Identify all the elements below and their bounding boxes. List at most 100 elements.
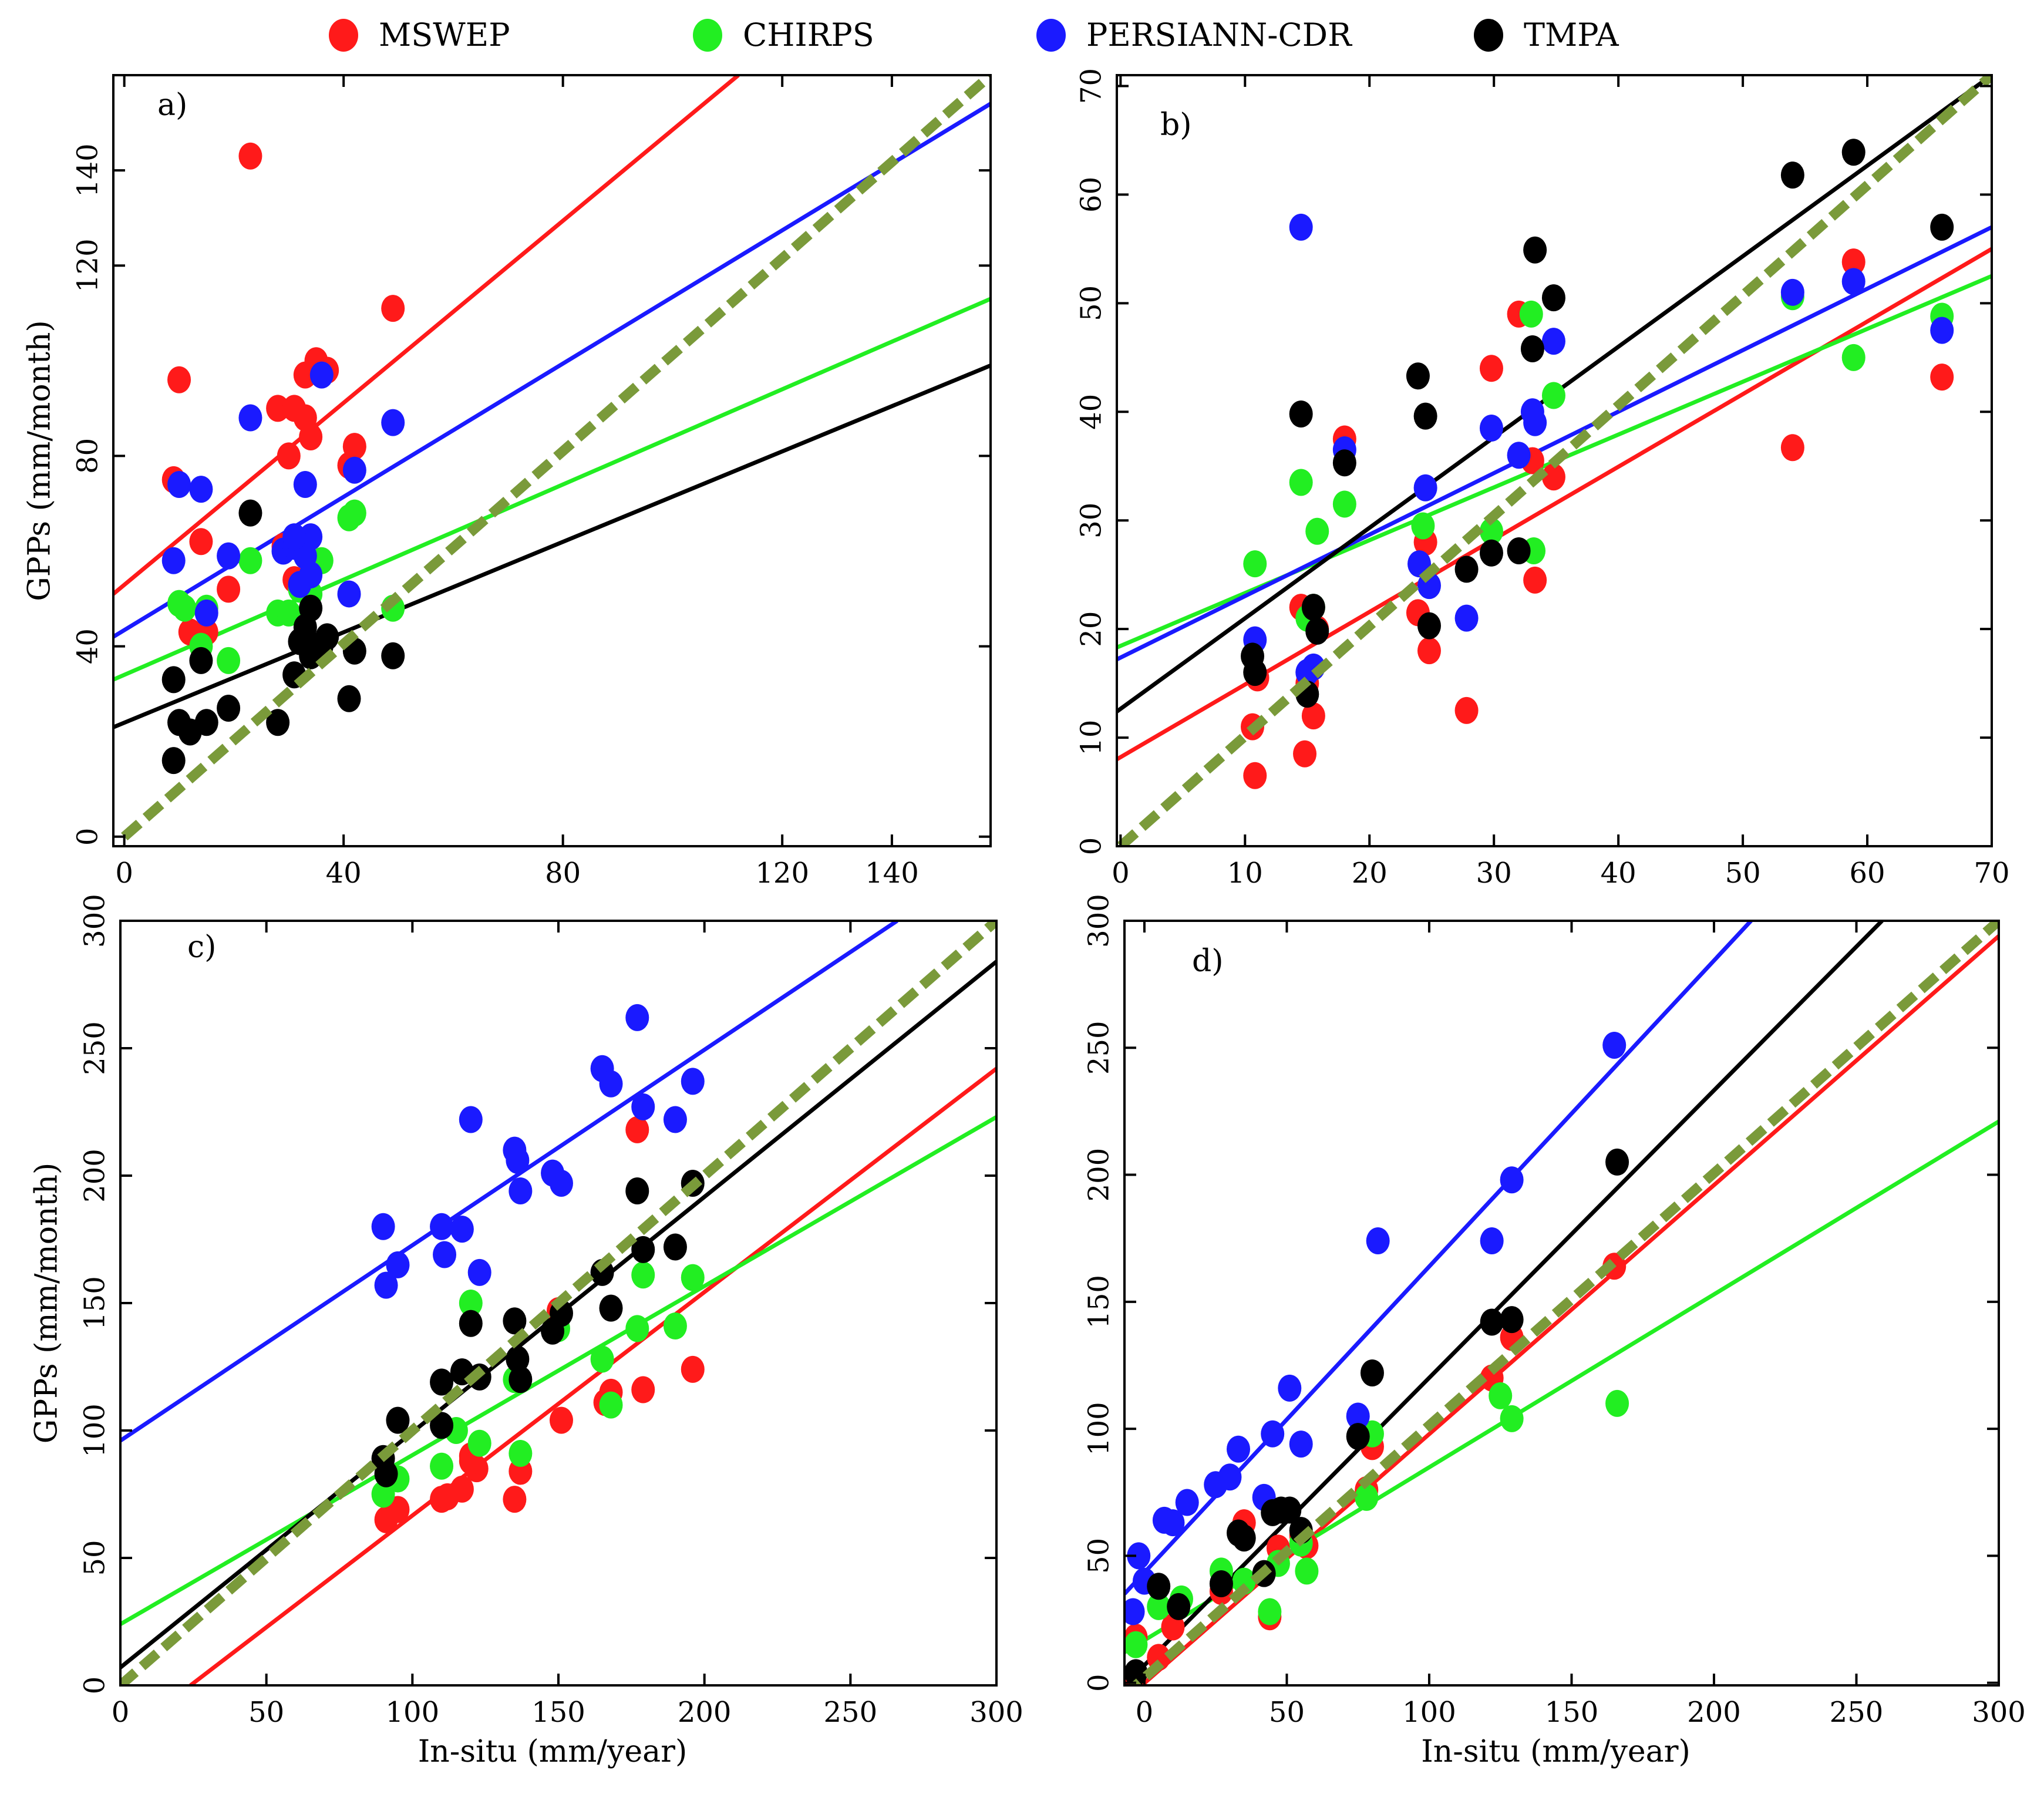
point-tmpa — [1289, 400, 1313, 428]
point-persiann-cdr — [299, 523, 323, 551]
point-persiann-cdr — [549, 1170, 573, 1197]
point-mswep — [342, 433, 366, 460]
point-persiann-cdr — [1479, 415, 1503, 442]
point-tmpa — [1413, 402, 1437, 430]
point-tmpa — [503, 1307, 527, 1335]
fit-line-chirps — [113, 297, 991, 682]
point-persiann-cdr — [1227, 1435, 1251, 1463]
legend-label: MSWEP — [379, 16, 510, 53]
point-tmpa — [1332, 449, 1356, 477]
point-chirps — [1147, 1593, 1171, 1620]
legend-label: PERSIANN-CDR — [1086, 16, 1352, 53]
point-mswep — [1301, 702, 1325, 730]
fit-line-chirps — [120, 1115, 996, 1626]
point-persiann-cdr — [1523, 409, 1547, 436]
point-persiann-cdr — [374, 1271, 398, 1299]
point-chirps — [1519, 300, 1543, 328]
y-tick-label: 30 — [1075, 503, 1108, 538]
point-chirps — [1479, 517, 1503, 545]
point-mswep — [1243, 762, 1267, 789]
point-chirps — [663, 1312, 687, 1340]
y-tick-label: 100 — [1083, 1402, 1116, 1456]
point-chirps — [1841, 344, 1865, 371]
point-persiann-cdr — [194, 599, 218, 627]
point-persiann-cdr — [1127, 1542, 1151, 1570]
x-tick-label: 250 — [1830, 1696, 1884, 1729]
x-tick-label: 100 — [1402, 1696, 1456, 1729]
point-tmpa — [1417, 612, 1441, 639]
point-tmpa — [1278, 1496, 1302, 1524]
point-tmpa — [430, 1412, 454, 1439]
point-chirps — [1124, 1631, 1148, 1658]
point-persiann-cdr — [1541, 328, 1565, 355]
point-tmpa — [1780, 161, 1804, 189]
point-tmpa — [1523, 236, 1547, 264]
point-chirps — [681, 1264, 705, 1291]
x-tick-label: 50 — [1725, 857, 1761, 890]
y-tick-label: 250 — [79, 1021, 112, 1075]
point-mswep — [217, 575, 241, 603]
fit-line-mswep — [113, 75, 740, 596]
y-tick-label: 50 — [1083, 1538, 1116, 1574]
y-tick-label: 200 — [1083, 1148, 1116, 1202]
point-persiann-cdr — [381, 409, 405, 436]
point-tmpa — [1479, 539, 1503, 567]
point-persiann-cdr — [1500, 1166, 1524, 1194]
fit-line-tmpa — [113, 363, 991, 729]
point-persiann-cdr — [161, 547, 186, 574]
x-tick-label: 70 — [1974, 857, 2009, 890]
x-tick-label: 20 — [1352, 857, 1388, 890]
x-tick-label: 200 — [1687, 1696, 1741, 1729]
y-tick-label: 70 — [1075, 68, 1108, 104]
y-tick-label: 50 — [79, 1540, 112, 1576]
identity-line — [120, 921, 996, 1685]
x-axis-title: In-situ (mm/year) — [1421, 1734, 1691, 1769]
point-tmpa — [459, 1310, 483, 1337]
point-tmpa — [381, 642, 405, 669]
panel-label: c) — [187, 930, 216, 965]
plot-frame — [1116, 74, 1993, 847]
point-persiann-cdr — [1780, 278, 1804, 306]
point-tmpa — [1167, 1593, 1191, 1620]
point-persiann-cdr — [1507, 442, 1531, 469]
point-chirps — [1305, 517, 1329, 545]
point-persiann-cdr — [1346, 1402, 1370, 1430]
point-persiann-cdr — [430, 1213, 454, 1240]
legend-label: CHIRPS — [743, 16, 874, 53]
x-tick-label: 30 — [1476, 857, 1512, 890]
y-tick-label: 0 — [1075, 837, 1108, 856]
x-tick-label: 0 — [1112, 857, 1130, 890]
point-tmpa — [1360, 1359, 1384, 1386]
x-tick-label: 300 — [1972, 1696, 2026, 1729]
y-tick-label: 40 — [72, 628, 105, 664]
identity-line — [1117, 75, 1992, 846]
point-chirps — [1605, 1389, 1629, 1417]
point-mswep — [1161, 1613, 1185, 1641]
panel-label: d) — [1192, 944, 1224, 979]
panel-label: a) — [157, 87, 187, 123]
point-persiann-cdr — [1261, 1420, 1285, 1448]
point-persiann-cdr — [625, 1004, 649, 1031]
point-chirps — [1541, 382, 1565, 409]
y-tick-label: 50 — [1075, 285, 1108, 321]
legend-item-mswep: MSWEP — [329, 16, 510, 53]
point-tmpa — [161, 666, 186, 694]
x-axis-title: In-situ (mm/year) — [418, 1734, 688, 1769]
legend-item-chirps: CHIRPS — [693, 16, 874, 53]
plot-area — [1124, 921, 1999, 1685]
point-mswep — [549, 1406, 573, 1434]
panel-label: b) — [1160, 107, 1192, 143]
point-persiann-cdr — [509, 1177, 533, 1205]
point-mswep — [299, 423, 323, 450]
point-tmpa — [293, 614, 317, 641]
point-tmpa — [315, 623, 339, 651]
point-tmpa — [374, 1460, 398, 1487]
point-tmpa — [1480, 1308, 1504, 1336]
point-chirps — [1258, 1598, 1282, 1625]
point-persiann-cdr — [293, 471, 317, 499]
point-tmpa — [1147, 1573, 1171, 1600]
y-tick-label: 120 — [72, 238, 105, 292]
point-tmpa — [1301, 594, 1325, 621]
point-chirps — [590, 1345, 614, 1373]
